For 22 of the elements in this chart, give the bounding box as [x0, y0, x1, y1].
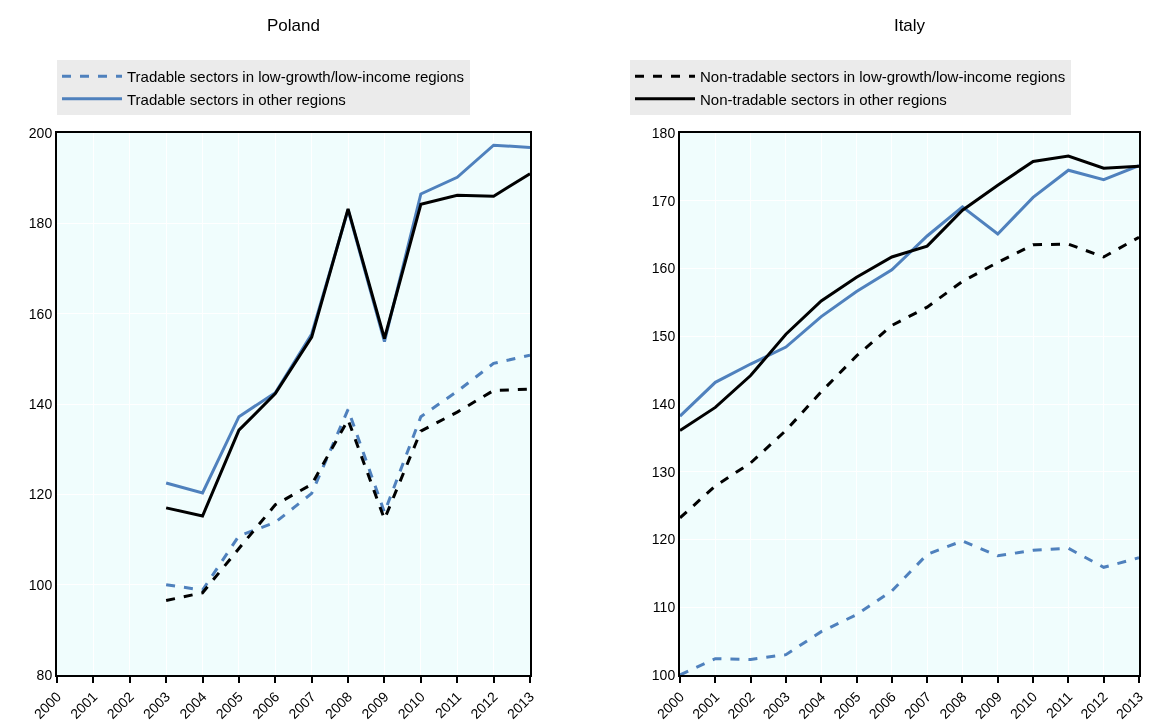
- legend-label: Non-tradable sectors in low-growth/low-income regions: [700, 68, 1066, 86]
- y-tick-label: 180: [28, 215, 53, 232]
- y-tick-label: 150: [651, 328, 676, 345]
- y-tick-label: 180: [651, 124, 676, 141]
- legend-label: Non-tradable sectors in other regions: [700, 90, 947, 108]
- y-tick-label: 200: [28, 124, 53, 141]
- y-tick-label: 110: [652, 599, 676, 616]
- y-tick-label: 160: [28, 305, 53, 322]
- chart-title: Poland: [267, 15, 320, 35]
- chart-title: Italy: [893, 15, 926, 35]
- y-tick-label: 100: [651, 666, 676, 683]
- y-tick-label: 100: [28, 576, 53, 593]
- y-tick-label: 140: [651, 395, 676, 412]
- y-tick-label: 170: [651, 192, 676, 209]
- y-tick-label: 120: [651, 531, 676, 548]
- y-tick-label: 80: [36, 666, 53, 683]
- y-tick-label: 130: [651, 463, 676, 480]
- y-tick-label: 160: [651, 260, 676, 277]
- legend-label: Tradable sectors in other regions: [127, 90, 346, 108]
- y-tick-label: 120: [28, 486, 53, 503]
- legend-label: Tradable sectors in low-growth/low-income regions: [127, 68, 465, 86]
- y-tick-label: 140: [28, 395, 53, 412]
